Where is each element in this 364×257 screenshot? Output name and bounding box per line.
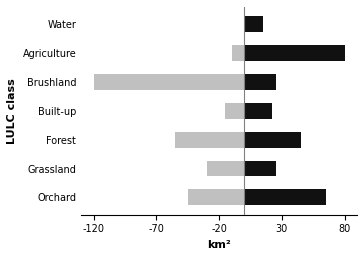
Bar <box>244 189 326 205</box>
Bar <box>232 45 244 61</box>
X-axis label: km²: km² <box>207 240 231 250</box>
Bar <box>244 103 272 119</box>
Bar <box>225 103 244 119</box>
Bar <box>188 189 244 205</box>
Bar <box>206 161 244 177</box>
Bar <box>94 74 244 90</box>
Bar <box>244 161 276 177</box>
Bar <box>175 132 244 148</box>
Y-axis label: LULC class: LULC class <box>7 78 17 144</box>
Bar <box>244 45 344 61</box>
Bar <box>244 16 263 32</box>
Bar <box>244 132 301 148</box>
Bar <box>244 74 276 90</box>
